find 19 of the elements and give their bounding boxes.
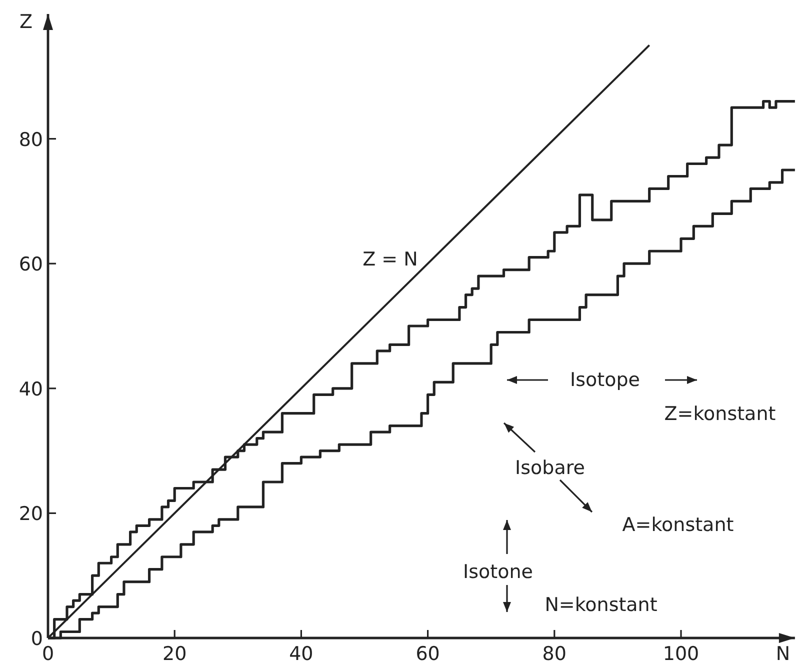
annotation: Z = N bbox=[362, 248, 418, 271]
annotation: Isobare bbox=[515, 457, 585, 479]
x-tick-label: 100 bbox=[662, 643, 700, 665]
x-axis-title: N bbox=[776, 643, 790, 665]
annotation: Isotone bbox=[463, 561, 533, 583]
y-tick-label: 0 bbox=[30, 628, 43, 650]
annotation: Z=konstant bbox=[664, 403, 776, 425]
y-tick-label: 80 bbox=[18, 128, 43, 151]
y-axis-title: Z bbox=[19, 11, 33, 33]
y-tick-label: 20 bbox=[18, 503, 43, 526]
x-tick-label: 80 bbox=[542, 643, 566, 665]
annotation: Isotope bbox=[570, 369, 640, 391]
x-tick-label: 40 bbox=[289, 643, 314, 665]
y-tick-label: 60 bbox=[18, 254, 43, 276]
x-tick-label: 60 bbox=[416, 643, 440, 665]
annotation: A=konstant bbox=[622, 514, 734, 536]
y-tick-label: 40 bbox=[18, 378, 43, 400]
annotation: N=konstant bbox=[544, 594, 658, 616]
x-tick-label: 20 bbox=[162, 643, 187, 665]
